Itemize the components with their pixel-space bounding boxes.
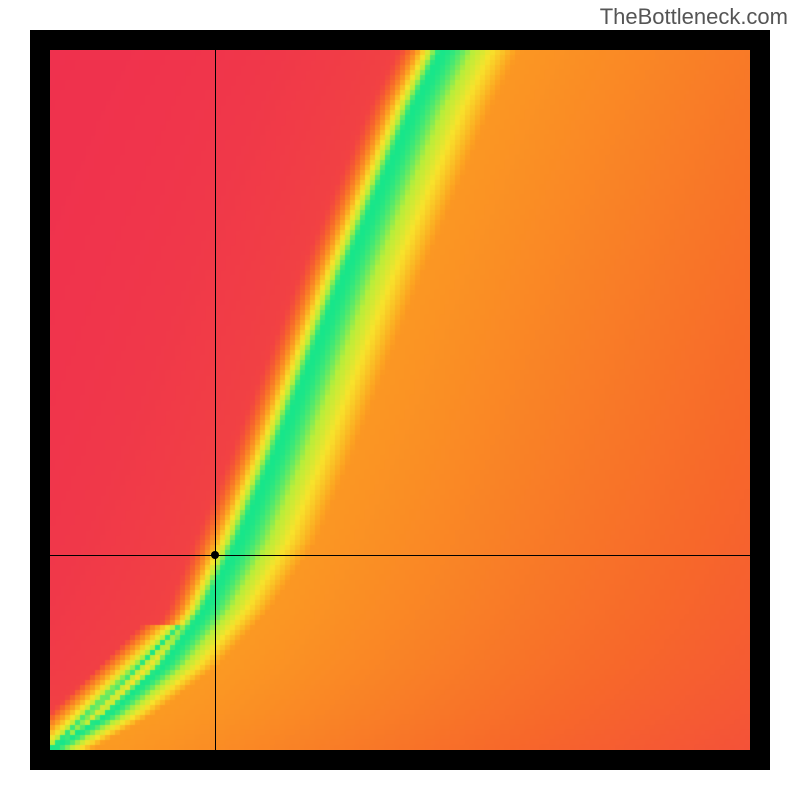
watermark-text: TheBottleneck.com — [600, 4, 788, 30]
plot-frame — [30, 30, 770, 770]
bottleneck-heatmap — [50, 50, 750, 750]
crosshair-vertical — [215, 50, 216, 750]
selection-marker-dot — [211, 551, 219, 559]
crosshair-horizontal — [50, 555, 750, 556]
